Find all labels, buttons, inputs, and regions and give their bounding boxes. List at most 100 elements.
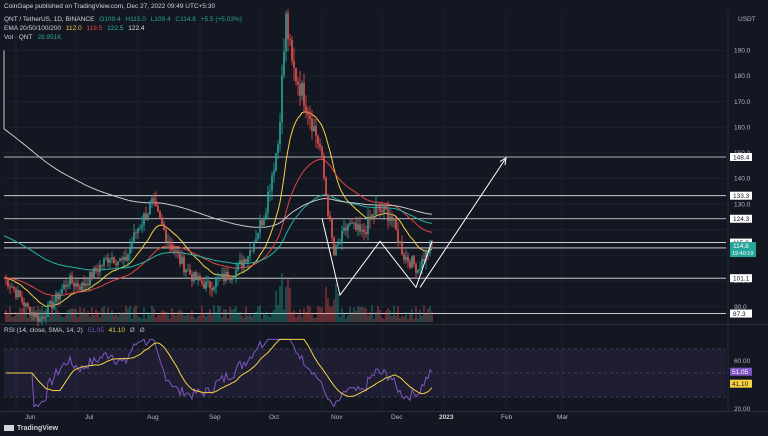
candle-body — [87, 283, 89, 285]
volume-bar — [111, 310, 113, 322]
candle-body — [329, 215, 331, 219]
volume-bar — [421, 316, 423, 322]
candle-body — [105, 257, 107, 259]
rsi-value-tag-label: 51.05 — [732, 369, 749, 376]
candle-body — [311, 118, 313, 132]
candle-body — [399, 241, 401, 243]
volume-bar — [413, 318, 415, 322]
volume-bar — [119, 312, 121, 322]
candle-body — [259, 220, 261, 233]
candle-body — [151, 198, 153, 204]
candle-body — [277, 144, 279, 154]
candle-body — [263, 219, 265, 226]
volume-bar — [325, 286, 327, 322]
candle-body — [85, 283, 87, 286]
volume-bar — [393, 305, 395, 322]
volume-bar — [333, 299, 335, 322]
candle-body — [5, 277, 7, 279]
volume-bar — [367, 315, 369, 322]
candle-body — [33, 312, 35, 317]
candle-body — [221, 273, 223, 278]
volume-bar — [389, 310, 391, 322]
candle-body — [267, 191, 269, 213]
candle-body — [37, 313, 39, 322]
candlesticks — [5, 8, 433, 327]
candle-body — [55, 293, 57, 303]
volume-bar — [77, 317, 79, 322]
volume-bar — [165, 312, 167, 322]
volume-bar — [259, 305, 261, 322]
volume-bar — [361, 306, 363, 322]
axis-tick: 90.0 — [734, 304, 747, 311]
volume-bar — [15, 311, 17, 322]
rsi-extra-2: Ø — [139, 327, 145, 334]
volume-bar — [313, 318, 315, 322]
candle-body — [339, 242, 341, 245]
volume-bar — [371, 305, 373, 322]
candle-body — [47, 304, 49, 317]
publish-line: CoinGape published on TradingView.com, D… — [4, 3, 218, 10]
candle-body — [341, 230, 343, 243]
volume-bar — [397, 306, 399, 322]
volume-bar — [197, 316, 199, 322]
volume-bar — [129, 305, 131, 322]
volume-bar — [141, 318, 143, 322]
volume-bar — [411, 309, 413, 322]
candle-body — [407, 256, 409, 262]
candle-body — [413, 256, 415, 265]
candle-body — [393, 218, 395, 221]
volume-bar — [157, 314, 159, 322]
ohlc-change: +5.5 (+5.03%) — [200, 16, 242, 23]
rsi-ma-value: 41.10 — [108, 327, 125, 334]
candle-body — [191, 274, 193, 282]
vol-label: Vol · QNT — [4, 34, 33, 41]
candle-body — [93, 267, 95, 279]
candle-body — [229, 279, 231, 281]
volume-bar — [217, 305, 219, 322]
volume-bar — [229, 306, 231, 322]
time-tick: Mar — [557, 414, 569, 421]
candle-body — [279, 122, 281, 145]
candle-body — [371, 214, 373, 220]
time-tick: Aug — [147, 414, 159, 421]
publish-text: CoinGape published on TradingView.com, D… — [4, 3, 216, 10]
candle-body — [317, 135, 319, 144]
candle-body — [153, 198, 155, 201]
volume-bar — [93, 314, 95, 322]
volume-bar — [11, 316, 13, 322]
ema100-line — [3, 194, 433, 271]
candle-body — [295, 67, 297, 82]
volume-bar — [73, 308, 75, 322]
volume-bar — [21, 308, 23, 322]
volume-bar — [87, 311, 89, 322]
candle-body — [25, 303, 27, 307]
volume-bar — [257, 306, 259, 322]
candle-body — [227, 271, 229, 280]
candle-body — [159, 211, 161, 218]
candle-body — [387, 209, 389, 221]
candle-body — [249, 250, 251, 257]
rsi-legend[interactable]: RSI (14, close, SMA, 14, 2) 51.05 41.10 … — [4, 327, 148, 334]
time-axis: Jun Jul Aug Sep Oct Nov Dec 2023 Feb Mar — [0, 12, 768, 421]
candle-body — [115, 263, 117, 265]
volume-bar — [431, 311, 433, 322]
axis-tick: 180.0 — [734, 73, 751, 80]
ema-legend[interactable]: EMA 20/50/100/200 112.0 119.5 122.5 122.… — [4, 25, 148, 32]
volume-bar — [279, 285, 281, 322]
volume-bar — [305, 312, 307, 322]
volume-bar — [27, 317, 29, 322]
candle-body — [147, 214, 149, 220]
candle-body — [201, 280, 203, 284]
candle-body — [183, 256, 185, 273]
volume-bar — [99, 317, 101, 322]
symbol-legend[interactable]: QNT / TetherUS, 1D, BINANCE O109.4 H115.… — [4, 16, 245, 23]
volume-bar — [387, 308, 389, 322]
volume-bar — [179, 309, 181, 322]
volume-bar — [403, 316, 405, 322]
candle-body — [291, 39, 293, 61]
volume-legend[interactable]: Vol · QNT 28.951K — [4, 34, 65, 41]
volume-bar — [121, 313, 123, 322]
candle-body — [255, 238, 257, 243]
volume-bar — [219, 306, 221, 322]
